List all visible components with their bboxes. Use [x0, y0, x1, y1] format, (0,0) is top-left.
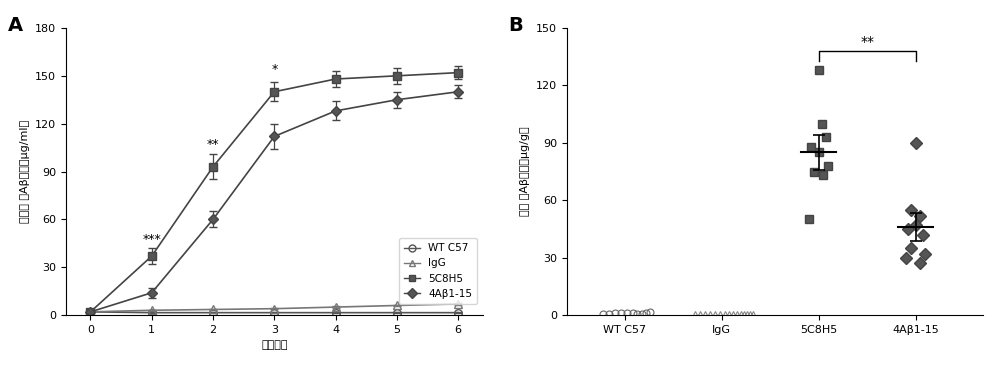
Legend: WT C57, IgG, 5C8H5, 4Aβ1-15: WT C57, IgG, 5C8H5, 4Aβ1-15 — [399, 238, 477, 304]
Text: A: A — [8, 17, 23, 36]
Text: **: ** — [207, 138, 219, 151]
X-axis label: 接种次数: 接种次数 — [261, 340, 288, 350]
Y-axis label: 脑中 抜Aβ抵体（μg/g）: 脑中 抜Aβ抵体（μg/g） — [520, 127, 530, 216]
Text: B: B — [508, 17, 523, 36]
Text: **: ** — [860, 35, 874, 49]
Text: *: * — [271, 63, 277, 76]
Text: ***: *** — [142, 233, 161, 247]
Y-axis label: 血清中 抜Aβ抵体（μg/ml）: 血清中 抜Aβ抵体（μg/ml） — [20, 120, 30, 223]
